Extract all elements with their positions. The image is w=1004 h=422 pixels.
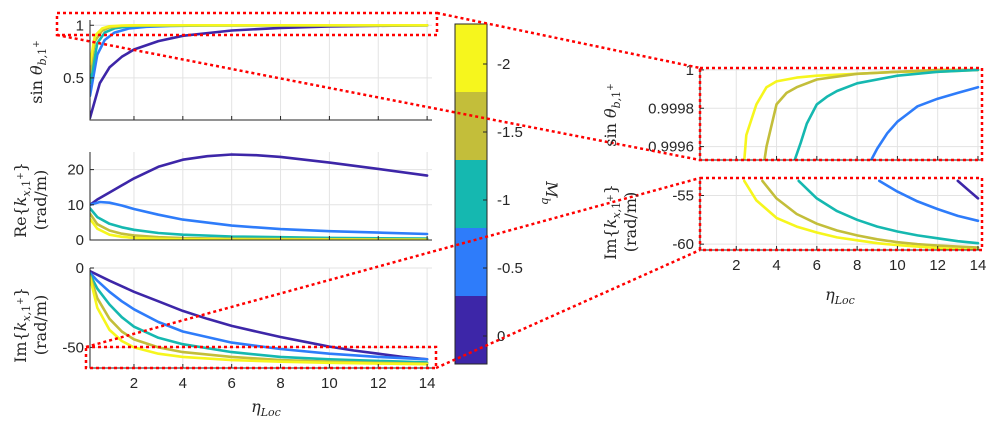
series-line-1 xyxy=(763,68,980,160)
series-line-1 xyxy=(90,200,429,236)
x-label-main: ηLoc xyxy=(251,397,281,419)
colorbar-segment xyxy=(455,296,487,365)
colorbar-segment xyxy=(455,92,487,161)
colorbar-segment xyxy=(455,160,487,229)
y-label-main-top: sin θb,1+ xyxy=(27,40,49,103)
y-tick-label: 20 xyxy=(67,162,84,179)
highlight-box-main-top xyxy=(55,11,439,37)
series-group xyxy=(90,24,429,120)
colorbar-tick-label: -2 xyxy=(497,56,510,73)
x-tick-label: 8 xyxy=(276,375,284,392)
panel-main-middle: 0 10 20 xyxy=(67,152,432,249)
y-tick-label: 0 xyxy=(76,232,84,249)
plot-area xyxy=(90,152,432,240)
series-line-2 xyxy=(797,179,980,245)
connector-line xyxy=(435,248,701,370)
colorbar-tick-label: -1 xyxy=(497,192,510,209)
x-label-zoom: ηLoc xyxy=(825,285,855,307)
svg-text:Mb: Mb xyxy=(539,180,561,204)
x-tick-label: 6 xyxy=(813,257,821,274)
panel-main-bottom: -50 0 2 4 6 8 10 12 14 xyxy=(62,260,435,392)
series-group xyxy=(743,68,980,160)
svg-text:ηLoc: ηLoc xyxy=(825,285,855,307)
axis-lines xyxy=(89,20,432,121)
panel-zoom-bottom: -60 -55 2 4 6 8 10 12 14 xyxy=(672,178,986,274)
x-tick-label: 14 xyxy=(970,257,987,274)
highlight-box-main-bottom xyxy=(84,345,438,370)
y-tick-label: 0.9996 xyxy=(648,139,694,156)
x-tick-label: 10 xyxy=(889,257,906,274)
zoom-highlights xyxy=(55,11,984,370)
x-tick-label: 2 xyxy=(732,257,740,274)
y-label-main-middle: Re{kx,1+} (rad/m) xyxy=(11,162,50,238)
series-line-2 xyxy=(90,207,429,240)
colorbar: -2 -1.5 -1 -0.5 0 xyxy=(454,23,523,365)
svg-text:sin θb,1+: sin θb,1+ xyxy=(27,40,49,103)
series-group xyxy=(90,269,429,366)
series-line-2 xyxy=(90,273,429,364)
y-tick-label: 0.5 xyxy=(63,70,84,87)
y-label-zoom-top: sin θb,1+ xyxy=(601,83,623,146)
svg-text:ηLoc: ηLoc xyxy=(251,397,281,419)
series-line-0 xyxy=(90,153,429,207)
x-tick-label: 2 xyxy=(130,375,138,392)
colorbar-segment xyxy=(455,228,487,297)
series-line-3 xyxy=(869,85,980,160)
y-tick-label: 1 xyxy=(76,17,84,34)
highlight-box-zoom-bottom xyxy=(698,176,984,252)
colorbar-label: Mb xyxy=(539,180,561,204)
svg-text:(rad/m): (rad/m) xyxy=(621,192,640,252)
svg-text:(rad/m): (rad/m) xyxy=(31,170,50,230)
series-line-1 xyxy=(90,271,429,361)
x-tick-label: 12 xyxy=(370,375,387,392)
y-tick-label: 0 xyxy=(76,260,84,277)
colorbar-frame xyxy=(454,23,488,365)
colorbar-tick-label: -1.5 xyxy=(497,124,523,141)
colorbar-tick-label: -0.5 xyxy=(497,260,523,277)
y-tick-label: 1 xyxy=(686,62,694,79)
series-line-4 xyxy=(90,276,429,366)
y-tick-label: 10 xyxy=(67,197,84,214)
colorbar-tick-label: 0 xyxy=(497,328,505,345)
x-tick-label: 4 xyxy=(772,257,780,274)
y-tick-label: 0.9998 xyxy=(648,100,694,117)
plot-area xyxy=(700,68,982,160)
colorbar-segment xyxy=(455,24,487,93)
series-line-4 xyxy=(90,24,429,66)
series-line-1 xyxy=(878,179,980,223)
series-line-3 xyxy=(761,179,980,249)
x-tick-label: 12 xyxy=(929,257,946,274)
series-line-2 xyxy=(793,68,980,160)
x-tick-label: 14 xyxy=(419,375,436,392)
series-line-0 xyxy=(90,269,429,361)
svg-text:Im{kx,1+}: Im{kx,1+} xyxy=(11,287,33,363)
x-tick-label: 10 xyxy=(321,375,338,392)
x-tick-label: 4 xyxy=(179,375,187,392)
plot-area xyxy=(90,20,432,120)
y-label-zoom-bottom: Im{kx,1+} (rad/m) xyxy=(601,184,640,260)
y-tick-label: -50 xyxy=(62,339,84,356)
svg-text:Im{kx,1+}: Im{kx,1+} xyxy=(601,184,623,260)
svg-text:Re{kx,1+}: Re{kx,1+} xyxy=(11,162,33,238)
x-tick-label: 6 xyxy=(228,375,236,392)
connector-line xyxy=(56,33,701,162)
panel-main-top: 0.51 xyxy=(63,17,432,121)
series-line-0 xyxy=(956,179,980,200)
panel-zoom-top: 0.9996 0.9998 1 xyxy=(648,62,982,161)
svg-text:(rad/m): (rad/m) xyxy=(31,295,50,355)
y-tick-label: -60 xyxy=(672,236,694,253)
connector-line xyxy=(436,11,701,70)
svg-text:sin θb,1+: sin θb,1+ xyxy=(601,83,623,146)
x-tick-label: 8 xyxy=(853,257,861,274)
connector-line xyxy=(85,176,701,349)
y-label-main-bottom: Im{kx,1+} (rad/m) xyxy=(11,287,50,363)
y-tick-label: -55 xyxy=(672,188,694,205)
highlight-box-zoom-top xyxy=(698,66,984,162)
